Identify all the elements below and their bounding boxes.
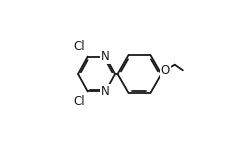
Text: Cl: Cl <box>74 95 86 108</box>
Text: N: N <box>101 50 110 63</box>
Text: Cl: Cl <box>74 40 86 53</box>
Text: O: O <box>160 64 170 77</box>
Text: N: N <box>101 85 110 98</box>
